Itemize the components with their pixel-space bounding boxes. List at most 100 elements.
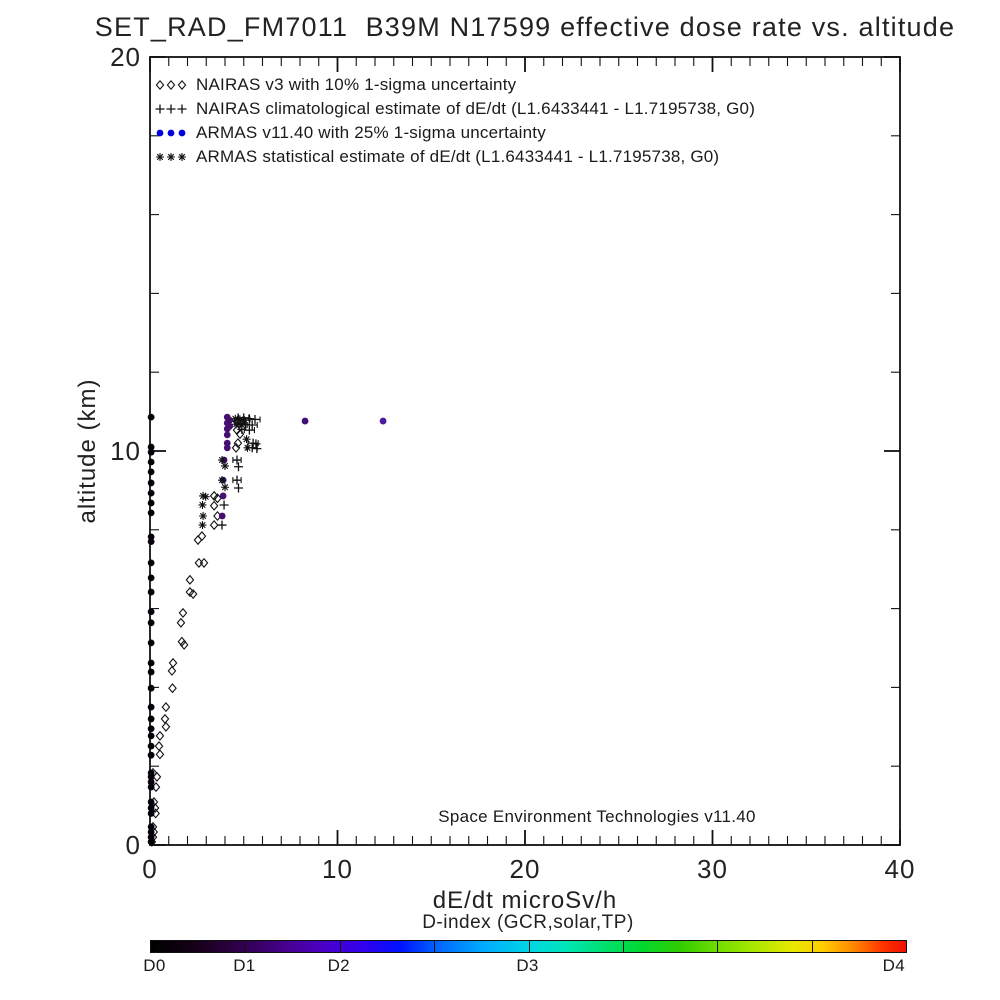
plus-marker (232, 455, 242, 465)
circle-marker (147, 588, 155, 596)
circle-marker (147, 448, 155, 456)
circle-marker (147, 479, 155, 487)
diamond-marker (199, 557, 209, 568)
diamond-marker (160, 713, 170, 724)
colorbar-tick-label: D3 (516, 956, 539, 975)
legend: NAIRAS v3 with 10% 1-sigma uncertainty NA… (154, 73, 755, 169)
colorbar (150, 940, 907, 953)
asterisk-marker (218, 456, 226, 465)
diamond-marker (197, 531, 207, 542)
asterisk-marker (231, 414, 240, 423)
plus-legend-icon (155, 104, 187, 114)
circle-marker (147, 559, 155, 567)
x-tick-label: 20 (509, 854, 541, 884)
circle-marker (147, 715, 155, 723)
legend-row: ARMAS statistical estimate of dE/dt (L1.… (154, 145, 755, 169)
diamond-marker (233, 438, 243, 449)
plus-marker (251, 439, 261, 449)
circle-marker (147, 732, 155, 740)
diamond-marker (231, 442, 241, 453)
plus-marker (219, 500, 229, 510)
circle-marker (147, 413, 155, 421)
legend-label: NAIRAS v3 with 10% 1-sigma uncertainty (196, 75, 517, 94)
colorbar-tick-label: D1 (233, 956, 256, 975)
circle-marker (147, 804, 155, 812)
asterisk-marker (201, 492, 210, 501)
diamond-marker (161, 702, 171, 713)
circle-marker (147, 608, 155, 616)
asterisk-legend-icon (156, 153, 186, 161)
diamond-marker (179, 639, 189, 650)
x-tick-label: 30 (697, 854, 728, 884)
watermark-text: Space Environment Technologies v11.40 (438, 807, 756, 826)
diamond-marker (194, 557, 204, 568)
diamond-marker (155, 730, 165, 741)
legend-label: ARMAS v11.40 with 25% 1-sigma uncertaint… (196, 123, 546, 142)
diamond-marker (193, 534, 203, 546)
diamond-marker (188, 588, 198, 600)
diamond-marker (155, 79, 165, 91)
circle-marker (147, 838, 155, 846)
asterisk-marker (199, 512, 208, 521)
diamond-marker (152, 771, 162, 782)
diamond-legend-icon (155, 79, 187, 91)
diamond-marker (168, 657, 178, 669)
plus-marker (232, 475, 242, 485)
plus-marker (247, 420, 257, 430)
circle-marker (147, 533, 155, 541)
circle-marker (147, 833, 155, 841)
asterisk-marker (243, 443, 252, 452)
asterisk-marker (242, 435, 251, 444)
circle-marker (147, 659, 155, 667)
x-tick-label: 10 (322, 854, 353, 884)
diamond-marker (154, 741, 164, 752)
circle-marker (226, 416, 234, 424)
diamond-marker (209, 520, 219, 531)
circle-marker (223, 431, 231, 439)
x-axis-label: dE/dt microSv/h (432, 887, 618, 914)
diamond-marker (177, 79, 187, 91)
legend-row: NAIRAS v3 with 10% 1-sigma uncertainty (154, 73, 755, 97)
diamond-marker (167, 665, 177, 676)
asterisk-marker (199, 491, 208, 500)
circle-marker (147, 684, 155, 692)
colorbar-segment-tick (528, 941, 530, 952)
circle-marker (218, 512, 226, 520)
asterisk-marker (232, 420, 241, 429)
diamond-marker (155, 749, 165, 760)
asterisk-marker (218, 476, 226, 485)
circle-marker (147, 778, 155, 786)
circle-marker (147, 468, 155, 476)
chart-title: SET_RAD_FM7011 B39M N17599 effective dos… (94, 12, 956, 42)
circle-marker (226, 422, 234, 430)
diamond-marker (161, 721, 171, 732)
colorbar-segment-tick (339, 941, 341, 952)
colorbar-tick-label: D4 (882, 956, 905, 975)
asterisk-marker (236, 415, 244, 424)
circle-marker (147, 751, 155, 759)
circle-marker (147, 828, 155, 836)
circle-marker (147, 725, 155, 733)
asterisk-marker (221, 483, 229, 492)
diamond-marker (176, 617, 186, 628)
circle-marker (223, 444, 231, 452)
circle-marker (147, 823, 155, 831)
circle-marker (147, 639, 155, 647)
colorbar-segment-tick (811, 941, 813, 952)
legend-label: ARMAS statistical estimate of dE/dt (L1.… (196, 147, 720, 166)
circle-marker (147, 773, 155, 781)
plus-marker (155, 104, 165, 114)
y-tick-label: 20 (110, 42, 141, 72)
asterisk-marker (198, 521, 207, 530)
asterisk-marker (240, 416, 249, 425)
asterisk-marker (167, 153, 175, 161)
circle-marker (147, 509, 155, 517)
colorbar-segment-tick (622, 941, 624, 952)
x-tick-label: 0 (142, 854, 158, 884)
colorbar-segment-tick (245, 941, 247, 952)
circle-marker (156, 129, 164, 137)
asterisk-marker (156, 153, 164, 161)
asterisk-marker (178, 153, 186, 161)
colorbar-segment-tick (434, 941, 436, 952)
